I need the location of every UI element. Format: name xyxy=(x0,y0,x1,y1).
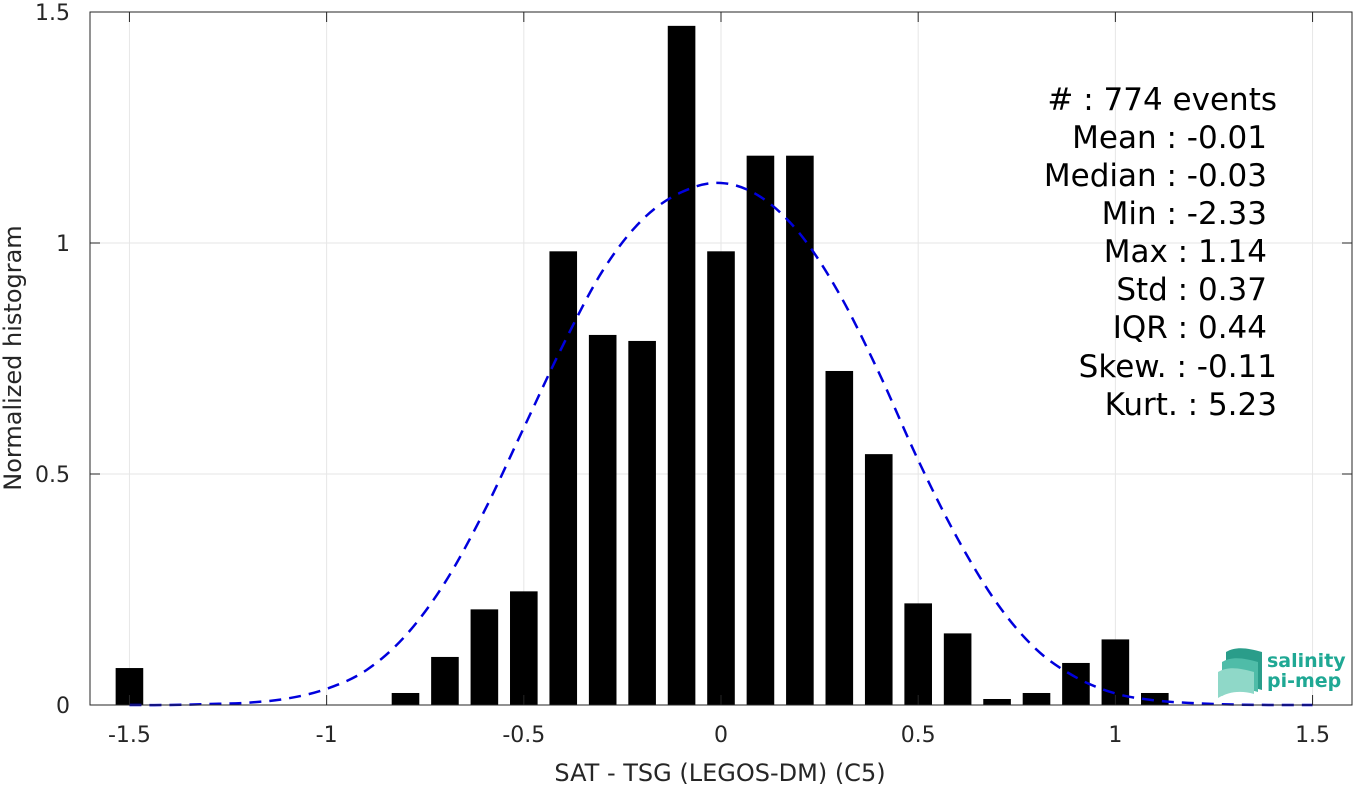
fit-curve xyxy=(129,181,1313,707)
x-tick-label: 1.5 xyxy=(1295,723,1330,748)
histogram-bar xyxy=(391,692,420,705)
x-tick-label: -0.5 xyxy=(502,723,545,748)
logo-line-1: salinity xyxy=(1267,650,1346,672)
x-tick-label: 0.5 xyxy=(901,723,936,748)
y-tick-labels: 0 0.5 1 1.5 xyxy=(35,1,70,719)
stat-skew: Skew. : -0.11 xyxy=(1079,349,1277,385)
x-tick-label: 1 xyxy=(1108,723,1122,748)
histogram-bar xyxy=(510,591,538,705)
salinity-pi-mep-logo: salinity pi-mep xyxy=(1218,648,1346,698)
wave-logo-icon xyxy=(1218,648,1262,698)
y-tick-label: 1.5 xyxy=(35,1,70,26)
histogram-bar xyxy=(943,633,972,705)
histogram-bar xyxy=(786,155,814,705)
y-tick-label: 0.5 xyxy=(35,463,70,488)
histogram-bar xyxy=(825,370,854,705)
stat-kurt: Kurt. : 5.23 xyxy=(1105,387,1277,423)
stat-median: Median : -0.03 xyxy=(1044,158,1267,194)
histogram-bar xyxy=(904,603,932,705)
histogram-bar xyxy=(549,251,578,706)
stat-std: Std : 0.37 xyxy=(1116,272,1267,308)
histogram-bar xyxy=(1062,662,1090,705)
histogram-bar xyxy=(707,251,735,706)
histogram-bar xyxy=(470,609,499,705)
histogram-bar xyxy=(1101,639,1130,705)
stats-box: # : 774 events Mean : -0.01 Median : -0.… xyxy=(1044,82,1277,423)
stat-mean: Mean : -0.01 xyxy=(1072,120,1267,156)
histogram-bar xyxy=(628,340,656,705)
histogram-bar xyxy=(864,454,893,705)
stat-iqr: IQR : 0.44 xyxy=(1113,310,1267,346)
histogram-bar xyxy=(431,656,459,705)
stat-min: Min : -2.33 xyxy=(1102,196,1267,232)
stat-max: Max : 1.14 xyxy=(1104,234,1267,270)
x-tick-labels: -1.5 -1 -0.5 0 0.5 1 1.5 xyxy=(108,723,1330,748)
y-tick-label: 1 xyxy=(56,232,70,257)
stat-count: # : 774 events xyxy=(1047,82,1277,118)
y-tick-label: 0 xyxy=(56,694,70,719)
histogram-bar xyxy=(746,155,775,705)
x-tick-label: 0 xyxy=(714,723,728,748)
histogram-bar xyxy=(667,25,696,706)
axis-ticks xyxy=(90,11,1352,706)
histogram-bar xyxy=(983,698,1011,705)
x-tick-label: -1 xyxy=(316,723,338,748)
histogram-bar xyxy=(1022,692,1051,705)
histogram-bar xyxy=(588,334,617,705)
x-tick-label: -1.5 xyxy=(108,723,151,748)
y-axis-label: Normalized histogram xyxy=(0,225,27,490)
logo-line-2: pi-mep xyxy=(1267,670,1341,692)
histogram-bar xyxy=(1141,692,1169,705)
x-axis-label: SAT - TSG (LEGOS-DM) (C5) xyxy=(554,759,885,785)
histogram-bars xyxy=(115,25,1169,706)
